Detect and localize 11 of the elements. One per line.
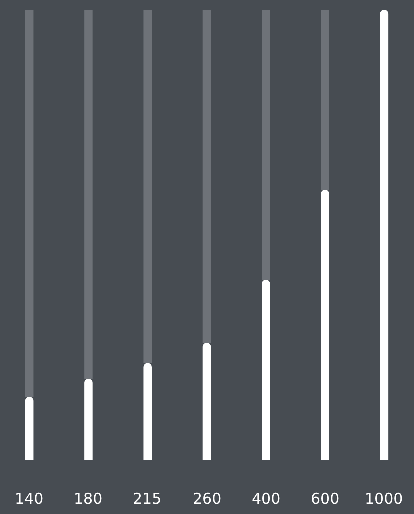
data-label: 140 <box>15 490 44 508</box>
data-label: 1000 <box>365 490 404 508</box>
data-label: 400 <box>252 490 281 508</box>
data-label: 260 <box>193 490 222 508</box>
data-label: 600 <box>311 490 340 508</box>
data-label: 215 <box>133 490 162 508</box>
bar <box>144 363 152 460</box>
bar <box>380 10 389 460</box>
bar <box>84 379 93 460</box>
bar <box>25 397 34 460</box>
data-label: 180 <box>74 490 103 508</box>
